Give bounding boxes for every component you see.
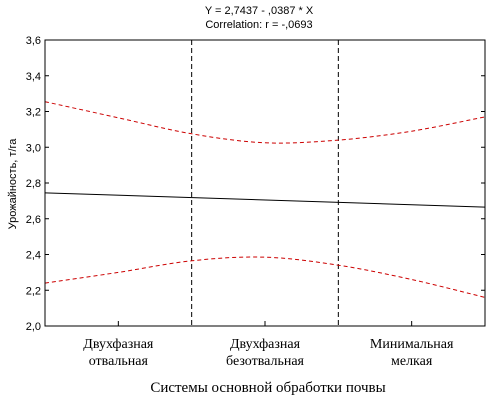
y-tick-label: 3,6 bbox=[26, 35, 41, 47]
confidence-lower-band bbox=[44, 256, 486, 298]
axes: 2,0 2,2 2,4 2,6 2,8 3,0 3,2 3,4 3,6 Двухфазная отв… bbox=[26, 35, 486, 369]
y-tick-label: 2,6 bbox=[26, 214, 41, 226]
y-tick-label: 3,4 bbox=[26, 71, 41, 83]
plot-frame bbox=[44, 39, 486, 327]
x-axis-label: Системы основной обработки почвы bbox=[150, 380, 385, 396]
y-tick-label: 2,0 bbox=[26, 321, 41, 333]
y-axis-label: Урожайность, т/га bbox=[7, 138, 19, 230]
x-tick-label: безотвальная bbox=[226, 354, 305, 369]
chart-equation: Y = 2,7437 - ,0387 * X bbox=[205, 5, 314, 17]
y-tick-label: 2,4 bbox=[26, 250, 41, 262]
y-tick-label: 2,2 bbox=[26, 285, 41, 297]
regression-line bbox=[44, 192, 486, 208]
x-tick-label: Минимальная bbox=[370, 337, 454, 352]
plot-area bbox=[44, 40, 486, 326]
confidence-upper-band bbox=[44, 101, 486, 144]
x-tick-label: мелкая bbox=[391, 354, 433, 369]
x-tick-label: Двухфазная bbox=[83, 337, 154, 352]
y-tick-label: 3,0 bbox=[26, 142, 41, 154]
x-tick-label: Двухфазная bbox=[230, 337, 301, 352]
x-tick-label: отвальная bbox=[89, 354, 149, 369]
chart-correlation: Correlation: r = -,0693 bbox=[205, 19, 312, 31]
y-tick-label: 3,2 bbox=[26, 107, 41, 119]
y-tick-label: 2,8 bbox=[26, 178, 41, 190]
